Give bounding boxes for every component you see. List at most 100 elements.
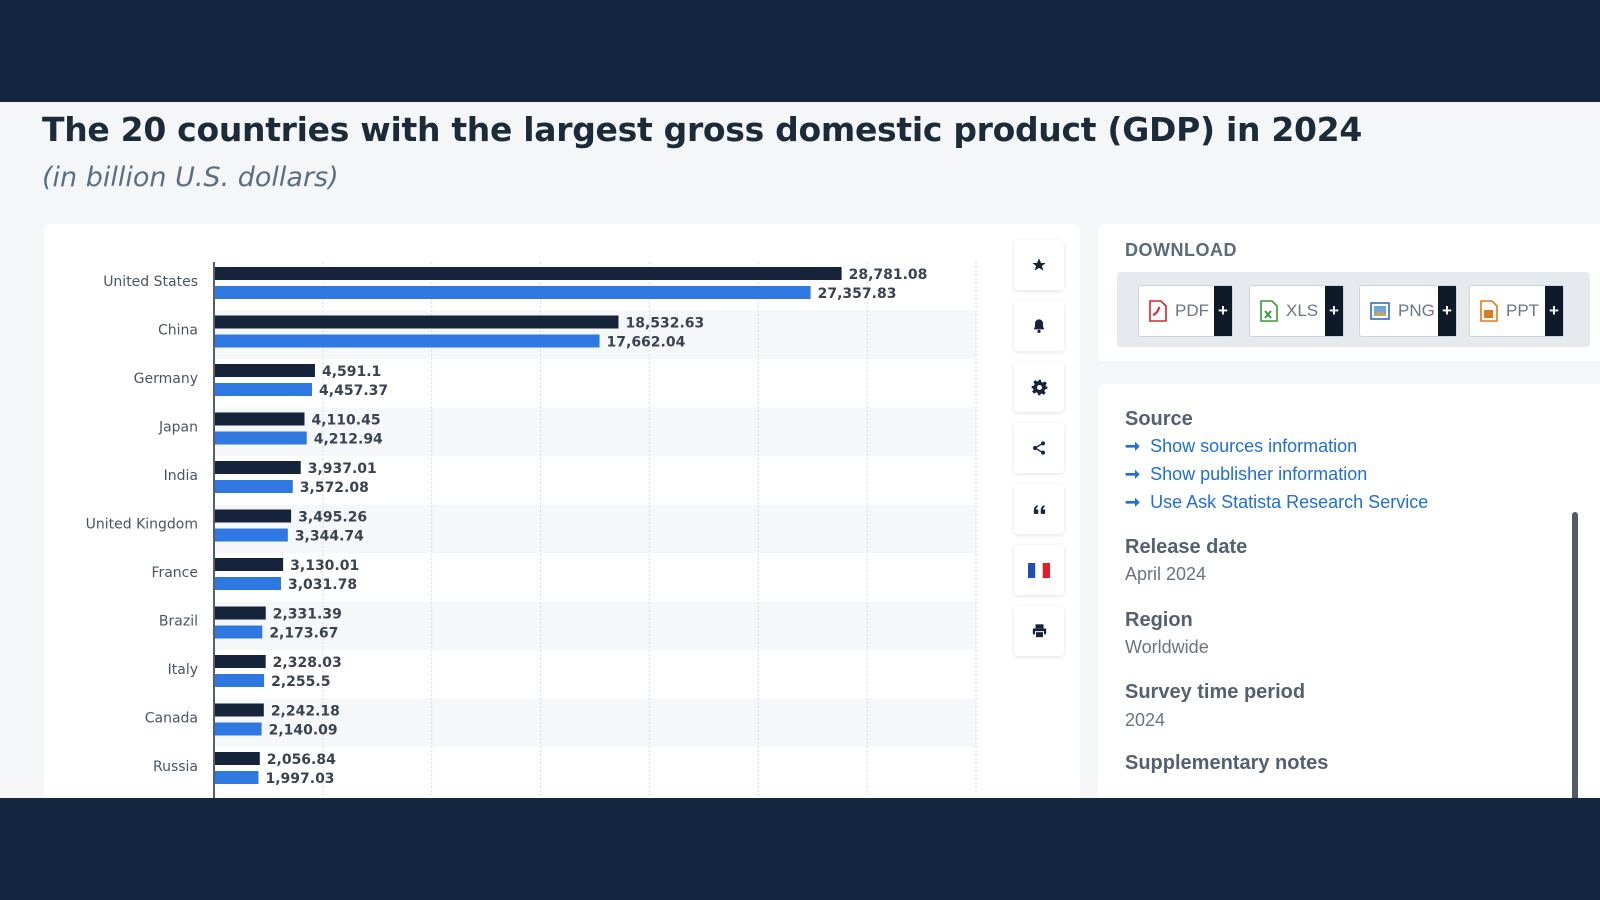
data-label: 3,937.01 [308,461,377,477]
quote-icon [1033,504,1045,514]
bar [215,267,842,280]
bar [215,771,259,784]
bar [215,412,305,426]
bar [215,703,264,717]
bar [215,315,619,329]
bar-chart: United States 28,781.08 27,357.83 China 18,5… [86,262,977,798]
data-label: 3,130.01 [290,558,359,574]
statistic-page: The 20 countries with the largest gross … [0,102,1600,798]
bar [215,606,266,620]
plus-icon: + [1214,286,1232,336]
source-heading: Source [1125,408,1193,430]
category-label: France [151,565,198,581]
category-label: Brazil [159,614,198,630]
chart-card: United States 28,781.08 27,357.83 China 18,5… [44,224,1080,798]
bar [215,431,307,445]
data-label: 3,572.08 [300,480,369,496]
download-png-button[interactable]: PNG + [1359,285,1457,337]
chart-title: The 20 countries with the largest gross … [42,110,1362,149]
data-label: 28,781.08 [849,267,928,283]
bar [215,577,282,590]
notification-button[interactable] [1014,301,1064,351]
category-label: Germany [134,371,198,387]
gear-icon [1031,379,1047,395]
data-label: 2,328.03 [273,655,342,671]
row-band [214,698,976,747]
download-buttons: PDF + XLS + PNG + PPT + [1117,272,1590,347]
statistic-details: Source ➞ Show sources information ➞ Show… [1098,384,1600,798]
print-button[interactable] [1014,606,1064,656]
category-label: China [158,323,198,339]
favorite-button[interactable] [1014,240,1064,290]
bar [215,655,266,668]
arrow-right-icon: ➞ [1125,492,1141,512]
data-label: 2,140.09 [269,723,338,739]
category-label: Canada [145,711,198,727]
data-label: 2,056.84 [267,752,336,768]
xls-file-icon [1260,300,1278,322]
download-ppt-label: PPT [1506,301,1540,320]
data-label: 3,495.26 [298,510,367,526]
survey-period-value: 2024 [1125,710,1166,730]
bell-icon [1033,319,1045,333]
download-xls-button[interactable]: XLS + [1249,285,1344,337]
share-button[interactable] [1014,423,1064,473]
share-icon [1033,441,1045,455]
row-band [214,601,976,650]
research-service-link[interactable]: ➞ Use Ask Statista Research Service [1125,492,1428,513]
data-label: 4,457.37 [319,383,388,399]
chart-subtitle: (in billion U.S. dollars) [42,162,339,193]
data-label: 4,110.45 [311,413,380,429]
category-label: Japan [158,420,198,436]
download-heading: DOWNLOAD [1125,240,1237,260]
category-label: United States [103,274,198,290]
category-label: Italy [168,662,198,678]
plus-icon: + [1325,286,1343,336]
settings-button[interactable] [1014,362,1064,412]
region-value: Worldwide [1125,637,1209,657]
bar [215,558,284,571]
show-sources-label: Show sources information [1150,436,1358,456]
release-date-value: April 2024 [1125,564,1207,584]
cite-button[interactable] [1014,484,1064,534]
download-pdf-label: PDF [1175,301,1209,320]
release-date-heading: Release date [1125,536,1248,558]
bar [215,286,811,299]
print-icon [1032,624,1046,639]
data-label: 3,344.74 [295,529,364,545]
bar [215,752,260,765]
data-label: 2,173.67 [269,626,338,642]
supplementary-notes-heading: Supplementary notes [1125,752,1329,774]
png-file-icon [1370,302,1390,320]
bar [215,625,263,639]
chart-toolbar [1014,240,1064,667]
data-label: 1,997.03 [265,771,334,787]
plus-icon: + [1438,286,1456,336]
details-scrollbar[interactable] [1572,512,1578,798]
bar [215,509,292,523]
category-label: United Kingdom [86,517,198,533]
bar [215,334,600,348]
download-pdf-button[interactable]: PDF + [1138,285,1233,337]
data-label: 2,255.5 [271,674,330,690]
download-panel: DOWNLOAD PDF + XLS + PNG + PPT + [1098,224,1600,361]
show-publisher-link[interactable]: ➞ Show publisher information [1125,464,1367,485]
category-label: India [164,468,198,484]
bar [215,528,288,542]
show-sources-link[interactable]: ➞ Show sources information [1125,436,1357,457]
french-flag-icon [1028,562,1050,578]
bar [215,383,313,396]
row-band [214,407,976,456]
bar [215,461,301,474]
research-service-label: Use Ask Statista Research Service [1150,492,1429,512]
bar [215,364,315,377]
language-button[interactable] [1014,545,1064,595]
ppt-file-icon [1480,300,1498,322]
row-band [214,504,976,553]
bar [215,480,293,493]
download-ppt-button[interactable]: PPT + [1469,285,1564,337]
star-icon [1032,258,1046,271]
survey-period-heading: Survey time period [1125,681,1306,703]
data-label: 4,591.1 [322,364,381,380]
data-label: 27,357.83 [818,286,897,302]
